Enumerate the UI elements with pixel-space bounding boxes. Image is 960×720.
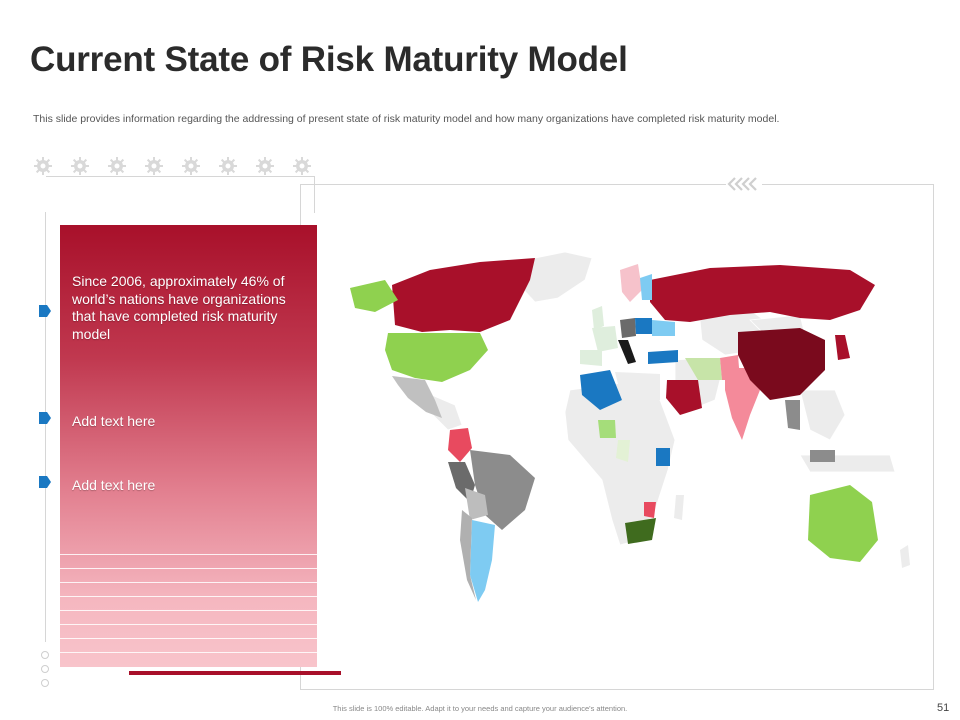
gear-icon: [182, 157, 200, 175]
eastern-europe: [652, 320, 675, 336]
slide-title: Current State of Risk Maturity Model: [30, 40, 628, 79]
new-zealand: [900, 545, 910, 568]
gear-icon: [108, 157, 126, 175]
italy: [618, 340, 636, 364]
libya-egypt: [615, 372, 660, 400]
algeria: [580, 370, 622, 410]
south-africa: [625, 518, 656, 544]
canada: [392, 258, 535, 332]
slide-subtitle: This slide provides information regardin…: [33, 113, 780, 125]
info-panel: [60, 225, 317, 667]
colombia: [448, 428, 472, 462]
panel-item-2: Add text here: [72, 413, 156, 429]
panel-headline: Since 2006, approximately 46% of world’s…: [72, 273, 286, 342]
se-asia: [785, 400, 800, 430]
germany: [620, 318, 636, 338]
brazil: [470, 450, 535, 530]
accent-bar: [129, 671, 341, 675]
finland: [640, 274, 652, 300]
mozambique: [644, 502, 656, 518]
argentina: [470, 520, 495, 602]
pentagon-arrow-marker-icon: [39, 305, 51, 317]
scandinavia: [620, 264, 642, 302]
page-number: 51: [937, 702, 950, 714]
gear-icon-row: [30, 156, 315, 176]
gear-icon: [219, 157, 237, 175]
australia: [808, 485, 878, 562]
india: [725, 368, 760, 440]
france: [592, 326, 618, 352]
gear-icon: [71, 157, 89, 175]
bolivia: [465, 488, 488, 520]
saudi: [666, 380, 702, 415]
frame-vertical-line: [45, 212, 46, 642]
gear-icon: [256, 157, 274, 175]
pentagon-arrow-marker-icon: [39, 476, 51, 488]
mexico: [392, 376, 442, 418]
frame-bracket: [46, 176, 315, 213]
double-chevron-left-icon: [726, 176, 762, 192]
turkey: [648, 350, 678, 364]
se-asia-base: [799, 389, 846, 441]
iran: [685, 358, 722, 380]
usa: [385, 333, 488, 382]
russia: [650, 265, 875, 322]
panel-decorative-lines: [60, 554, 317, 667]
korea-japan: [835, 335, 850, 360]
spain: [580, 350, 602, 366]
world-map: [350, 251, 910, 602]
gear-icon: [34, 157, 52, 175]
china: [738, 328, 825, 400]
kenya: [656, 448, 670, 466]
footer-note: This slide is 100% editable. Adapt it to…: [332, 704, 628, 713]
central-africa: [616, 440, 630, 462]
gear-icon: [145, 157, 163, 175]
uk: [592, 306, 604, 330]
pentagon-arrow-marker-icon: [39, 412, 51, 424]
indonesia: [810, 450, 835, 462]
panel-item-3: Add text here: [72, 477, 156, 493]
poland: [635, 318, 652, 334]
madagascar: [674, 495, 684, 520]
decorative-circles: [41, 651, 49, 693]
alaska: [350, 280, 398, 312]
nigeria: [598, 420, 616, 438]
gear-icon: [293, 157, 311, 175]
chile: [460, 510, 476, 600]
